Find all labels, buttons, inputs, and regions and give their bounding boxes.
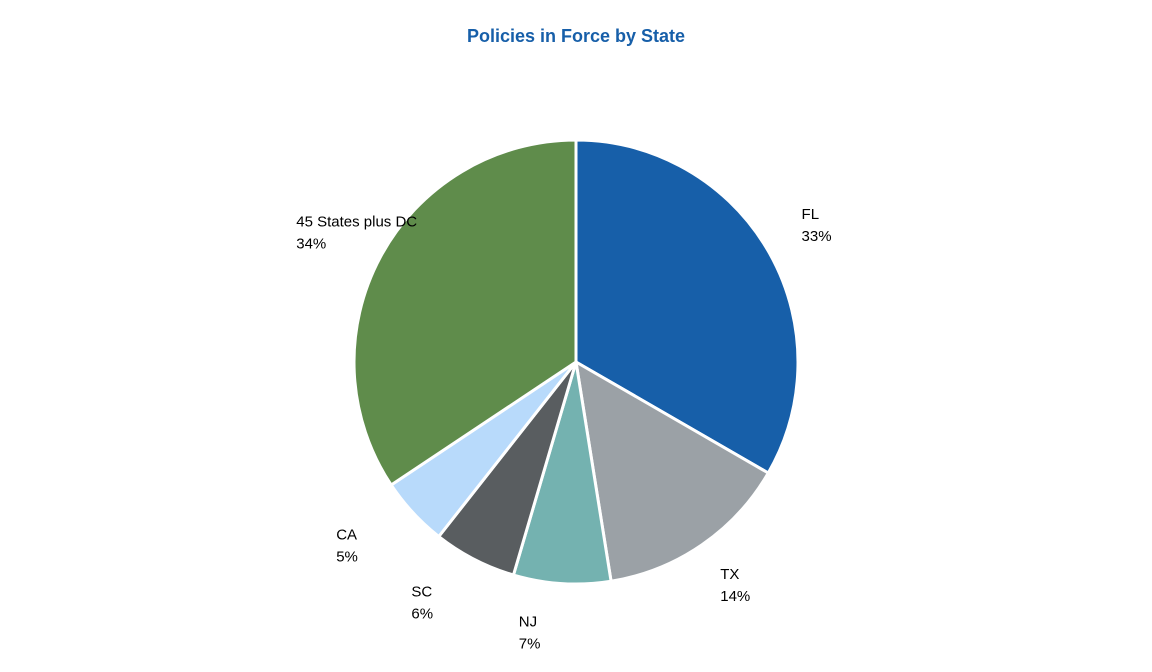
slice-value-label: 33% [802,228,832,245]
chart-title: Policies in Force by State [467,26,685,46]
slice-label: CA [336,527,357,544]
slice-value-label: 34% [296,236,326,253]
slice-value-label: 14% [720,588,750,605]
pie-slice [352,138,578,488]
slice-label: TX [720,566,739,583]
slice-value-label: 6% [411,606,433,623]
pie-slice [574,359,771,583]
slice-value-label: 5% [336,549,358,566]
slice-label: SC [411,584,432,601]
pie-slice [574,138,800,476]
slice-label: 45 States plus DC [296,214,417,231]
slice-label: FL [802,206,820,223]
slice-value-label: 7% [519,635,541,652]
slice-label: NJ [519,613,537,630]
